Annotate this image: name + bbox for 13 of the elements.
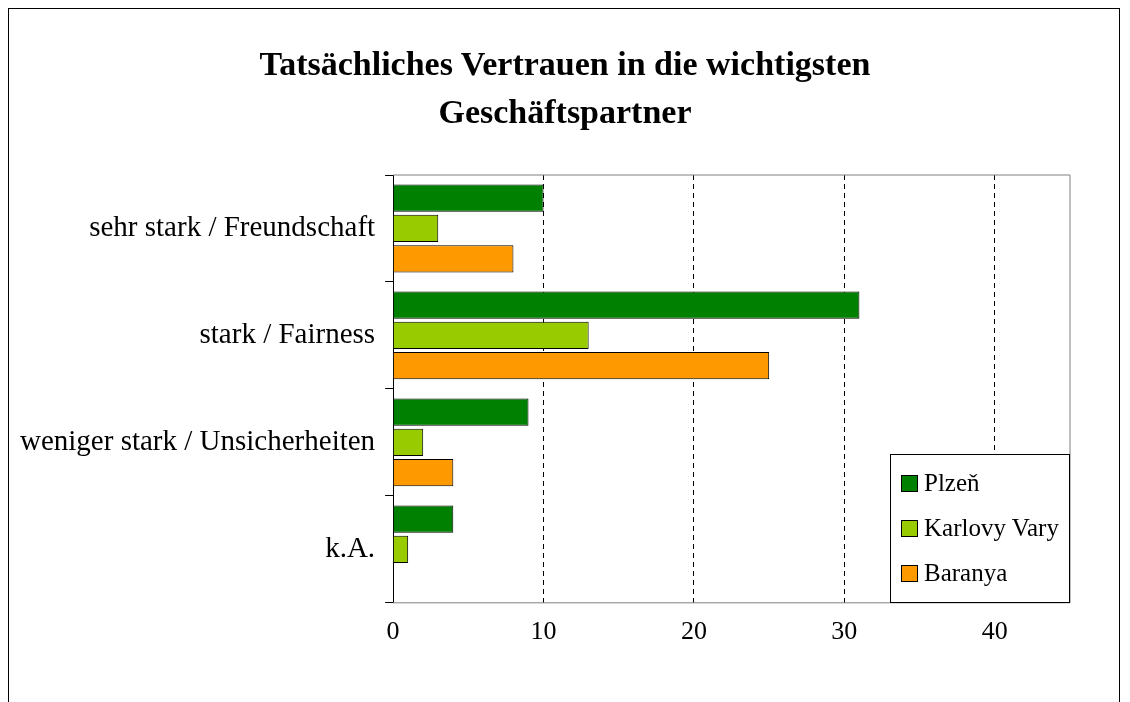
legend-label: Plzeň	[924, 469, 980, 498]
y-tick-label: k.A.	[325, 530, 376, 563]
legend-label: Karlovy Vary	[924, 514, 1059, 543]
x-tick-label: 20	[680, 616, 707, 646]
x-tick-label: 40	[981, 616, 1008, 646]
y-tick-label: sehr stark / Freundschaft	[89, 210, 376, 243]
y-tick-label: stark / Fairness	[199, 317, 376, 350]
y-tick-label: weniger stark / Unsicherheiten	[20, 423, 376, 456]
x-tick-label: 30	[831, 616, 858, 646]
chart-title: Tatsächliches Vertrauen in die wichtigsten Geschäftspartner	[258, 44, 872, 132]
x-tick-label: 10	[530, 616, 557, 646]
x-tick-label: 0	[386, 616, 400, 646]
legend-label: Baranya	[924, 559, 1008, 588]
